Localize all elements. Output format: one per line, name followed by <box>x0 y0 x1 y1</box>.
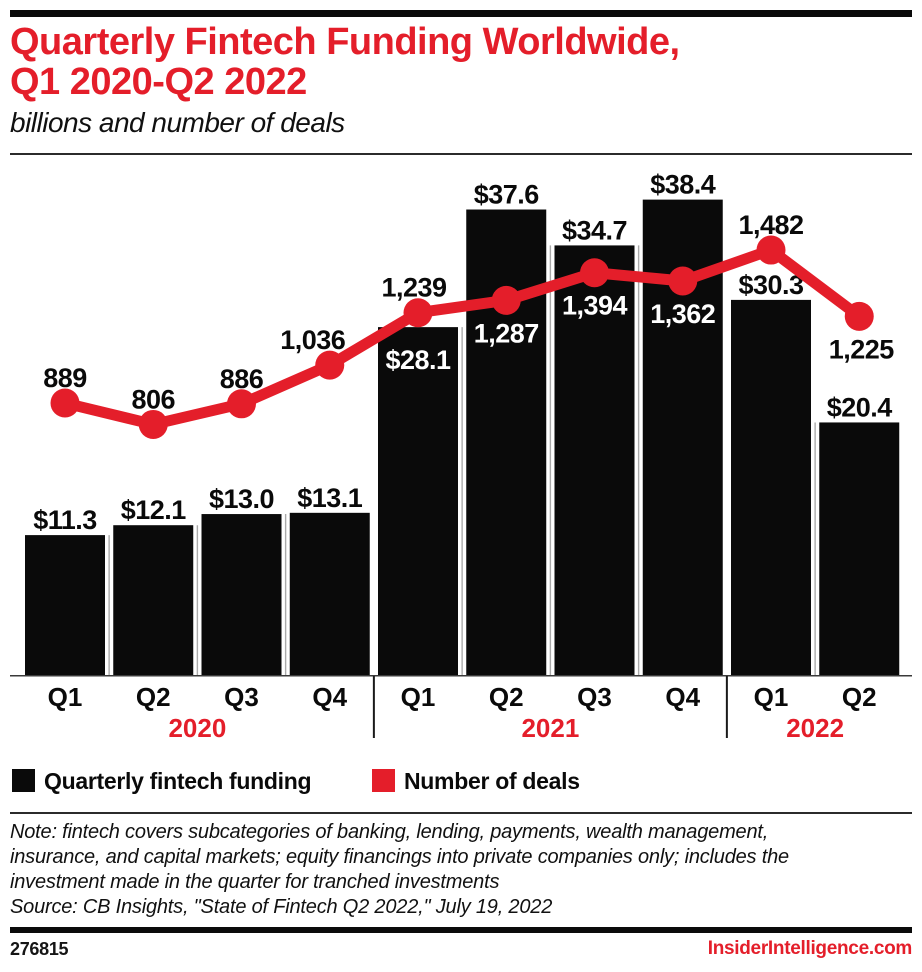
deals-line <box>59 244 865 430</box>
funding-value-label: $13.0 <box>209 484 274 514</box>
funding-value-label: $37.6 <box>474 180 540 210</box>
legend-swatch-deals <box>372 769 395 792</box>
deals-point-q1 <box>756 235 786 265</box>
legend-label-deals: Number of deals <box>404 768 580 794</box>
deals-point-q3 <box>580 258 609 288</box>
funding-value-label: $20.4 <box>827 392 893 422</box>
note-line-1: Note: fintech covers subcategories of ba… <box>10 821 769 843</box>
deals-value-label: 1,287 <box>474 318 539 348</box>
deals-point-q3 <box>227 389 256 419</box>
deals-point-q4 <box>315 350 345 380</box>
deals-value-label: 806 <box>131 384 175 414</box>
deals-point-q2 <box>844 301 874 331</box>
chart-subtitle: billions and number of deals <box>10 107 345 138</box>
funding-bar-q1 <box>731 299 811 675</box>
top-divider-bar <box>10 10 912 17</box>
x-tick-label-q1: Q1 <box>754 682 789 712</box>
x-tick-label-q3: Q3 <box>577 682 612 712</box>
funding-bar-q1 <box>25 535 105 675</box>
deals-value-label: 886 <box>220 364 264 394</box>
chart-area: $11.3 $12.1 $13.0 $13.1 $28.1 $37.6 $34.7 $38.4… <box>0 160 922 743</box>
funding-bar-q2 <box>113 525 194 675</box>
site-link[interactable]: InsiderIntelligence.com <box>707 938 913 959</box>
funding-value-label: $38.4 <box>650 170 716 200</box>
funding-value-label: $11.3 <box>33 505 97 535</box>
x-tick-label-q1: Q1 <box>401 682 436 712</box>
funding-bar-q1 <box>378 327 458 675</box>
x-tick-label-q3: Q3 <box>224 682 259 712</box>
x-tick-label-q1: Q1 <box>48 682 83 712</box>
bar-line-chart: $11.3 $12.1 $13.0 $13.1 $28.1 $37.6 $34.7 $38.4… <box>10 170 912 743</box>
deals-value-label: 1,362 <box>650 299 715 329</box>
note-divider-line <box>10 812 912 814</box>
deals-value-label: 1,225 <box>829 334 895 364</box>
deals-point-q2 <box>491 285 521 315</box>
funding-bar-q4 <box>289 512 370 675</box>
chart-id: 276815 <box>10 939 69 959</box>
funding-value-label: $12.1 <box>121 495 187 525</box>
funding-value-label: $34.7 <box>562 215 627 245</box>
year-label-2021: 2021 <box>521 713 579 740</box>
funding-value-label: $13.1 <box>297 483 363 513</box>
deals-value-label: 1,036 <box>280 325 346 355</box>
note-line-3: investment made in the quarter for tranc… <box>10 871 500 893</box>
legend-swatch-funding <box>12 769 35 792</box>
deals-point-q1 <box>50 388 80 418</box>
x-tick-label-q2: Q2 <box>136 682 171 712</box>
x-tick-label-q4: Q4 <box>665 682 700 712</box>
header-divider-line <box>10 153 912 155</box>
year-label-2022: 2022 <box>786 713 844 740</box>
funding-value-label: $28.1 <box>385 345 451 375</box>
deals-value-label: 1,482 <box>738 210 803 240</box>
funding-bar-q2 <box>466 209 547 675</box>
x-tick-label-q2: Q2 <box>842 682 877 712</box>
note-line-2: insurance, and capital markets; equity f… <box>10 846 789 868</box>
deals-value-label: 1,394 <box>562 291 628 321</box>
source-line: Source: CB Insights, "State of Fintech Q… <box>10 896 553 918</box>
funding-value-label: $30.3 <box>738 270 804 300</box>
deals-value-label: 1,239 <box>381 273 447 303</box>
legend-label-funding: Quarterly fintech funding <box>44 768 312 794</box>
funding-bar-q3 <box>554 245 635 675</box>
funding-bar-q3 <box>201 514 282 675</box>
deals-point-q4 <box>668 266 698 296</box>
deals-value-label: 889 <box>43 363 87 393</box>
bottom-divider-bar <box>10 927 912 933</box>
deals-point-q1 <box>403 298 433 328</box>
x-tick-label-q4: Q4 <box>312 682 347 712</box>
funding-bar-q2 <box>819 422 900 675</box>
chart-title-line1: Quarterly Fintech Funding Worldwide, <box>10 21 680 63</box>
deals-point-q2 <box>138 409 168 439</box>
note-block: Note: fintech covers subcategories of ba… <box>10 820 915 920</box>
chart-title-line2: Q1 2020-Q2 2022 <box>10 61 307 103</box>
x-tick-label-q2: Q2 <box>489 682 524 712</box>
chart-title: Quarterly Fintech Funding Worldwide, Q1 2… <box>10 22 912 102</box>
year-label-2020: 2020 <box>168 713 226 740</box>
